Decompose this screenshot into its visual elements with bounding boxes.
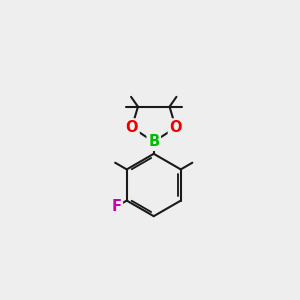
Text: O: O bbox=[169, 120, 182, 135]
Text: F: F bbox=[111, 199, 121, 214]
Text: O: O bbox=[126, 120, 138, 135]
Text: B: B bbox=[148, 134, 159, 149]
